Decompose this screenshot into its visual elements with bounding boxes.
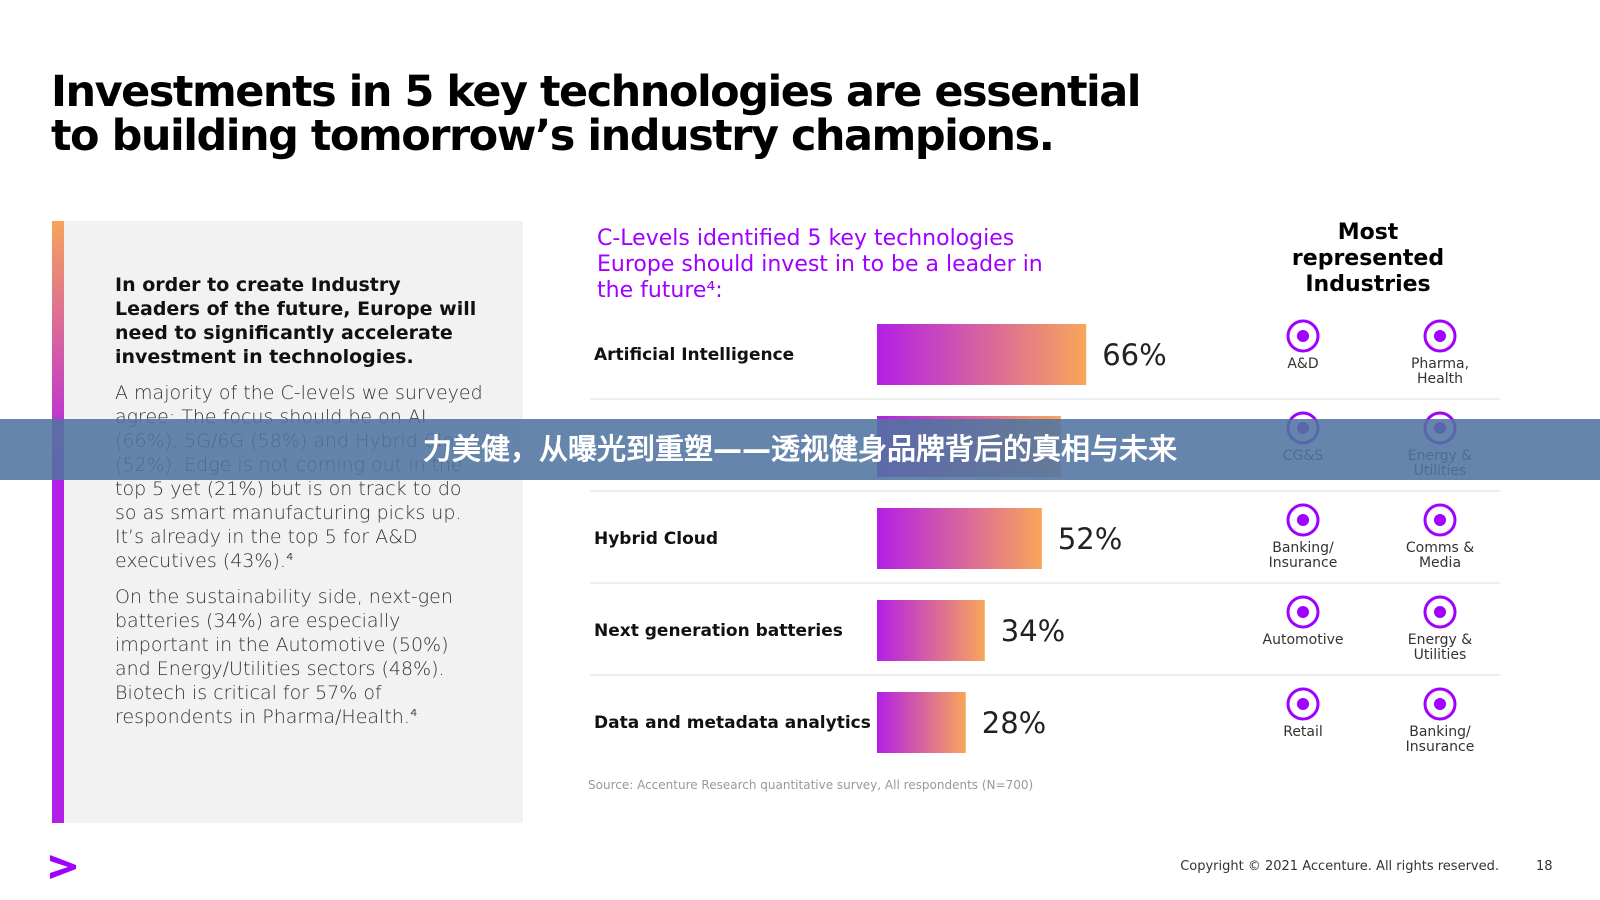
chart-title: C-Levels identified 5 key technologies E… bbox=[597, 226, 1043, 303]
industry-icon bbox=[1286, 319, 1320, 353]
source-note: Source: Accenture Research quantitative … bbox=[588, 778, 1034, 792]
industries-heading: Most represented Industries bbox=[1291, 220, 1445, 297]
industry-icon bbox=[1423, 319, 1457, 353]
industry-icon bbox=[1423, 503, 1457, 537]
industry-label: Banking/ Insurance bbox=[1405, 724, 1475, 755]
chart: Artificial Intelligence 66% Hybrid Cloud 52… bbox=[590, 319, 1500, 753]
industry-icon-dot bbox=[1434, 606, 1446, 618]
industry-icon-dot bbox=[1297, 514, 1309, 526]
industry-icon bbox=[1286, 687, 1320, 721]
bar bbox=[877, 324, 1087, 385]
industry-icon-dot bbox=[1297, 606, 1309, 618]
footer: Copyright © 2021 Accenture. All rights r… bbox=[0, 823, 1600, 900]
bar bbox=[877, 508, 1042, 569]
category-label: Next generation batteries bbox=[594, 621, 843, 641]
industry-icon-dot bbox=[1434, 698, 1446, 710]
industry-icon bbox=[1286, 595, 1320, 629]
accent-stripe bbox=[52, 221, 64, 823]
industry-icon bbox=[1286, 503, 1320, 537]
banner: 力美健，从曝光到重塑——透视健身品牌背后的真相与未来 bbox=[0, 419, 1600, 480]
industry-label: Retail bbox=[1283, 724, 1323, 740]
side-panel bbox=[52, 221, 523, 823]
copyright: Copyright © 2021 Accenture. All rights r… bbox=[1180, 859, 1499, 874]
category-label: Artificial Intelligence bbox=[594, 345, 794, 365]
industry-label: Pharma, Health bbox=[1410, 356, 1470, 387]
industry-label: Automotive bbox=[1262, 632, 1344, 648]
slide-title: Investments in 5 key technologies are es… bbox=[51, 67, 1142, 161]
industry-icon bbox=[1423, 687, 1457, 721]
industry-label: Banking/ Insurance bbox=[1268, 540, 1338, 571]
industry-icon-dot bbox=[1434, 330, 1446, 342]
title-line: Investments in 5 key technologies are es… bbox=[51, 67, 1142, 117]
category-label: Data and metadata analytics bbox=[594, 713, 871, 733]
industry-icon-dot bbox=[1434, 514, 1446, 526]
bar bbox=[877, 692, 966, 753]
value-label: 28% bbox=[982, 706, 1046, 740]
page-number: 18 bbox=[1536, 859, 1553, 874]
industry-icon bbox=[1423, 595, 1457, 629]
industry-icon-dot bbox=[1297, 330, 1309, 342]
value-label: 34% bbox=[1001, 614, 1065, 648]
value-label: 52% bbox=[1058, 522, 1122, 556]
lead-text: In order to create Industry Leaders of t… bbox=[115, 274, 477, 368]
industry-label: Energy & Utilities bbox=[1407, 632, 1473, 663]
logo bbox=[50, 855, 76, 879]
title-line: to building tomorrow’s industry champion… bbox=[51, 111, 1055, 161]
paragraph: On the sustainability side, next-gen bat… bbox=[115, 586, 453, 728]
bar bbox=[877, 600, 985, 661]
category-label: Hybrid Cloud bbox=[594, 529, 718, 549]
value-label: 66% bbox=[1102, 338, 1166, 372]
industry-label: A&D bbox=[1287, 356, 1319, 372]
industry-label: Comms & Media bbox=[1405, 540, 1475, 571]
industry-icon-dot bbox=[1297, 698, 1309, 710]
